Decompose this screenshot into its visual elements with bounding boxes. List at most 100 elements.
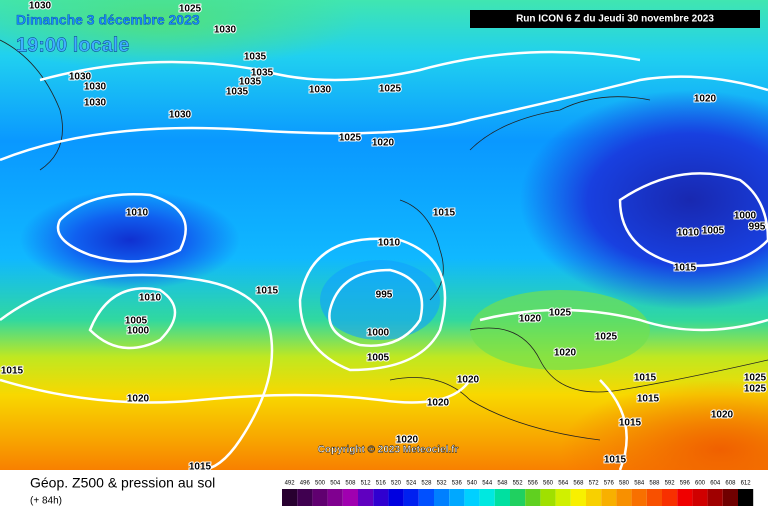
scale-label: 588 [649,481,660,487]
isobar-label: 1005 [125,316,148,327]
scale-label: 504 [330,481,341,487]
isobar-label: 1010 [378,238,401,249]
isobar-label: 1030 [84,98,107,109]
scale-swatch [662,489,678,506]
scale-swatch [722,489,738,506]
date: Dimanche 3 décembre 2023 [16,12,200,28]
isobar-label: 1020 [554,348,577,359]
isobar-label: 1030 [169,110,192,121]
isobar-label: 1020 [127,394,150,405]
isobar-label: 1020 [457,375,480,386]
isobar-label: 1025 [549,308,572,319]
isobar-label: 1020 [372,138,395,149]
scale-swatch [677,489,693,506]
isobar-label: 1005 [367,353,390,364]
scale-swatch [631,489,647,506]
isobars [0,50,768,472]
scale-label: 580 [619,481,630,487]
scale-label: 532 [437,481,448,487]
scale-label: 560 [543,481,554,487]
scale-label: 508 [345,481,356,487]
isobar-label: 1005 [702,226,725,237]
scale-swatch [388,489,404,506]
scale-label: 512 [361,481,372,487]
scale-label: 536 [452,481,463,487]
isobar-label: 1030 [84,82,107,93]
scale-swatch [464,489,480,506]
scale-label: 608 [725,481,736,487]
scale-swatch [327,489,343,506]
scale-swatch [510,489,526,506]
scale-label: 612 [741,481,752,487]
scale-label: 600 [695,481,706,487]
scale-label: 500 [315,481,326,487]
isobar-label: 995 [376,290,393,301]
scale-label: 572 [589,481,600,487]
coastlines [0,39,768,441]
isobar-label: 1030 [69,72,92,83]
scale-swatch [479,489,495,506]
scale-label: 548 [497,481,508,487]
isobar-labels: 1030 102510301035103510351035103010301030… [0,0,768,474]
scale-label: 524 [406,481,417,487]
isobar-label: 1035 [244,52,267,63]
scale-label: 520 [391,481,402,487]
scale-label: 576 [604,481,615,487]
isobar-label: 1010 [677,228,700,239]
isobar-label: 1020 [427,398,450,409]
scale-label: 496 [300,481,311,487]
scale-swatch [692,489,708,506]
scale-swatch [403,489,419,506]
scale-swatch [449,489,465,506]
isobar-label: 1000 [734,211,757,222]
scale-swatch [494,489,510,506]
scale-label: 552 [513,481,524,487]
footer-lead: (+ 84h) [30,496,62,507]
color-scale: 492 496 500 504 508 512 516 520 524 528 532 536 540 5… [282,481,754,506]
isobar-label: 1015 [433,208,456,219]
scale-label: 592 [665,481,676,487]
scale-label: 604 [710,481,721,487]
scale-label: 596 [680,481,691,487]
isobar-label: 1010 [126,208,149,219]
isobar-label: 995 [749,222,766,233]
scale-swatch [342,489,358,506]
isobar-label: 1030 [309,85,332,96]
copyright: Copyright © 2023 Meteociel.fr [318,445,459,456]
isobar-label: 1025 [595,332,618,343]
isobar-label: 1035 [226,87,249,98]
isobar-label: 1020 [694,94,717,105]
isobar-label: 1030 [214,25,237,36]
isobar-label: 1035 [251,68,274,79]
isobar-label: 1015 [1,366,24,377]
scale-swatch [297,489,313,506]
scale-label: 540 [467,481,478,487]
scale-swatch [282,489,298,506]
scale-swatch [434,489,450,506]
run-info: Run ICON 6 Z du Jeudi 30 novembre 2023 [516,14,714,25]
run-box [470,10,760,28]
scale-label: 516 [376,481,387,487]
isobar-label: 1020 [519,314,542,325]
scale-swatch [525,489,541,506]
local-time: 19:00 locale [16,34,129,56]
scale-swatch [646,489,662,506]
isobar-label: 1015 [637,394,660,405]
footer-title: Géop. Z500 & pression au sol [30,475,215,491]
scale-label: 584 [634,481,645,487]
scale-swatch [601,489,617,506]
isobar-label: 1025 [744,384,767,395]
scale-swatch [418,489,434,506]
scale-swatch [540,489,556,506]
scale-swatch [570,489,586,506]
scale-swatch [555,489,571,506]
isobar-label: 1020 [711,410,734,421]
scale-swatch [373,489,389,506]
isobar-label: 1015 [634,373,657,384]
isobar-label: 1010 [139,293,162,304]
isobar-label: 1025 [339,133,362,144]
scale-label: 556 [528,481,539,487]
isobar-label: 1035 [239,77,262,88]
